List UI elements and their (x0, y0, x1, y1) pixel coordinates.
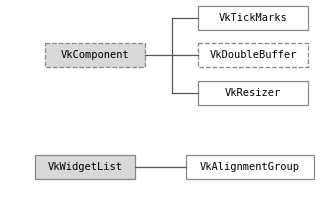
Text: VkDoubleBuffer: VkDoubleBuffer (209, 50, 297, 60)
Bar (198, 43, 308, 67)
Text: VkComponent: VkComponent (60, 50, 129, 60)
Text: VkAlignmentGroup: VkAlignmentGroup (200, 162, 300, 172)
Text: VkResizer: VkResizer (225, 88, 281, 98)
Bar (198, 81, 308, 105)
Bar (35, 155, 135, 179)
Text: VkTickMarks: VkTickMarks (219, 13, 287, 23)
Bar (198, 6, 308, 30)
Bar (186, 155, 314, 179)
Bar (45, 43, 145, 67)
Text: VkWidgetList: VkWidgetList (47, 162, 123, 172)
